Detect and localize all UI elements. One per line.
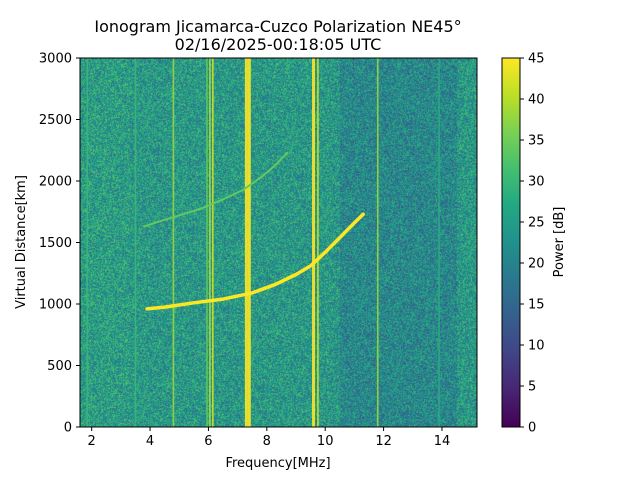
x-tick-label-6: 14 <box>434 434 451 449</box>
y-tick-label-1: 500 <box>47 359 72 374</box>
trace-0 <box>145 212 365 311</box>
x-tick-label-4: 10 <box>317 434 334 449</box>
chart-title-line1: Ionogram Jicamarca-Cuzco Polarization NE… <box>94 17 461 36</box>
x-tick-label-5: 12 <box>375 434 392 449</box>
colorbar-label: Power [dB] <box>552 207 567 278</box>
x-tick-label-2: 6 <box>204 434 212 449</box>
noise-texture <box>80 58 477 427</box>
echo-traces <box>143 151 365 311</box>
chart-title-line2: 02/16/2025-00:18:05 UTC <box>175 35 382 54</box>
y-axis: 0 500 1000 1500 2000 2500 3000 <box>39 52 80 436</box>
y-axis-label: Virtual Distance[km] <box>14 175 29 309</box>
colorbar-tick-label-2: 10 <box>528 339 545 354</box>
colorbar-tick-label-9: 45 <box>528 52 545 67</box>
colorbar-tick-label-8: 40 <box>528 93 545 108</box>
trace-1 <box>143 151 289 228</box>
colorbar <box>501 57 521 428</box>
colorbar-tick-label-5: 25 <box>528 216 545 231</box>
y-tick-label-3: 1500 <box>39 236 72 251</box>
y-tick-label-6: 3000 <box>39 52 72 67</box>
x-axis: 2 4 6 8 10 12 14 <box>88 427 451 449</box>
colorbar-tick-label-6: 30 <box>528 175 545 190</box>
colorbar-tick-label-1: 5 <box>528 380 536 395</box>
y-tick-label-5: 2500 <box>39 113 72 128</box>
interference-lines <box>86 58 440 427</box>
y-tick-label-4: 2000 <box>39 175 72 190</box>
colorbar-tick-label-7: 35 <box>528 134 545 149</box>
y-tick-label-0: 0 <box>64 421 72 436</box>
x-tick-label-1: 4 <box>146 434 154 449</box>
colorbar-tick-label-3: 15 <box>528 298 545 313</box>
colorbar-axis: 0 5 10 15 20 25 30 35 40 45 <box>520 52 545 436</box>
y-tick-label-2: 1000 <box>39 298 72 313</box>
colorbar-tick-label-0: 0 <box>528 421 536 436</box>
plot-area <box>80 58 477 427</box>
x-tick-label-0: 2 <box>88 434 96 449</box>
x-tick-label-3: 8 <box>263 434 271 449</box>
x-axis-label: Frequency[MHz] <box>225 456 330 471</box>
colorbar-tick-label-4: 20 <box>528 257 545 272</box>
